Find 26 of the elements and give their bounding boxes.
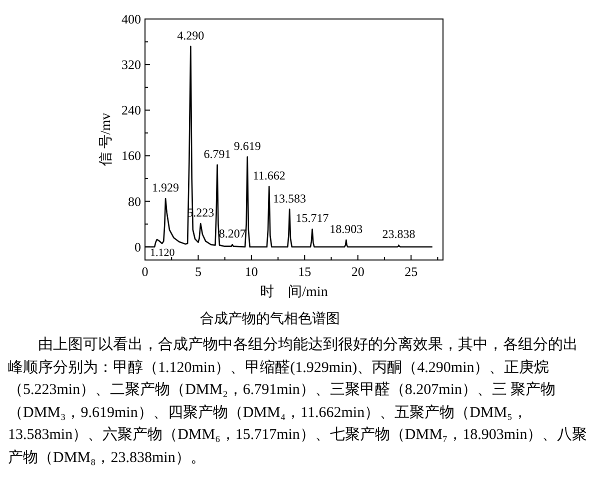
annotation: 15.717 <box>296 211 329 226</box>
annotation: 18.903 <box>330 222 363 236</box>
annotation: 4.290 <box>177 28 204 42</box>
x-tick-label: 10 <box>244 264 258 279</box>
annotation: 9.619 <box>234 138 261 153</box>
y-tick-label: 160 <box>122 148 141 164</box>
y-tick-label: 320 <box>122 57 141 72</box>
text: 由上图可以看出，合成产物中各组分均能达到很好的分离效果，其中，各组分的出峰顺序分别为：甲醇（1.120min）、甲缩醛(1.929min)、丙酮（4.290min）、正庚烷（5.223min）、二聚产物（DMM₂，6.791min）、三聚甲醛（8.207min）、三 聚产物（DMM₃，9.619min）、四聚产物（DMM₄，11.662min）、五聚产物（DMM₅，13.583min）、六聚产物（DMM₆，15.717min）、七聚产物（DMM₇，18.903min）、八聚产物（DMM₈，23.838min）。 <box>8 335 588 468</box>
annotation: 13.583 <box>273 191 306 206</box>
x-tick-label: 15 <box>298 264 312 279</box>
x-tick-label: 20 <box>351 264 364 279</box>
x-axis-title: 时 间/min <box>260 284 328 300</box>
annotation: 1.929 <box>152 180 180 194</box>
x-tick-label: 5 <box>194 264 202 279</box>
annotation: 1.120 <box>150 247 176 259</box>
annotation: 11.662 <box>252 168 286 183</box>
annotation: 6.791 <box>204 146 231 161</box>
y-tick-label: 400 <box>122 12 141 26</box>
annotation: 23.838 <box>382 227 416 242</box>
y-tick-label: 0 <box>134 239 141 254</box>
y-tick-label: 80 <box>128 194 141 209</box>
x-tick-label: 25 <box>404 264 418 279</box>
text: 合成产物的气相色谱图 <box>199 310 341 328</box>
annotation: 8.207 <box>218 226 246 241</box>
y-axis-title: 信 号/mv <box>98 112 114 166</box>
y-tick-label: 240 <box>122 102 141 118</box>
